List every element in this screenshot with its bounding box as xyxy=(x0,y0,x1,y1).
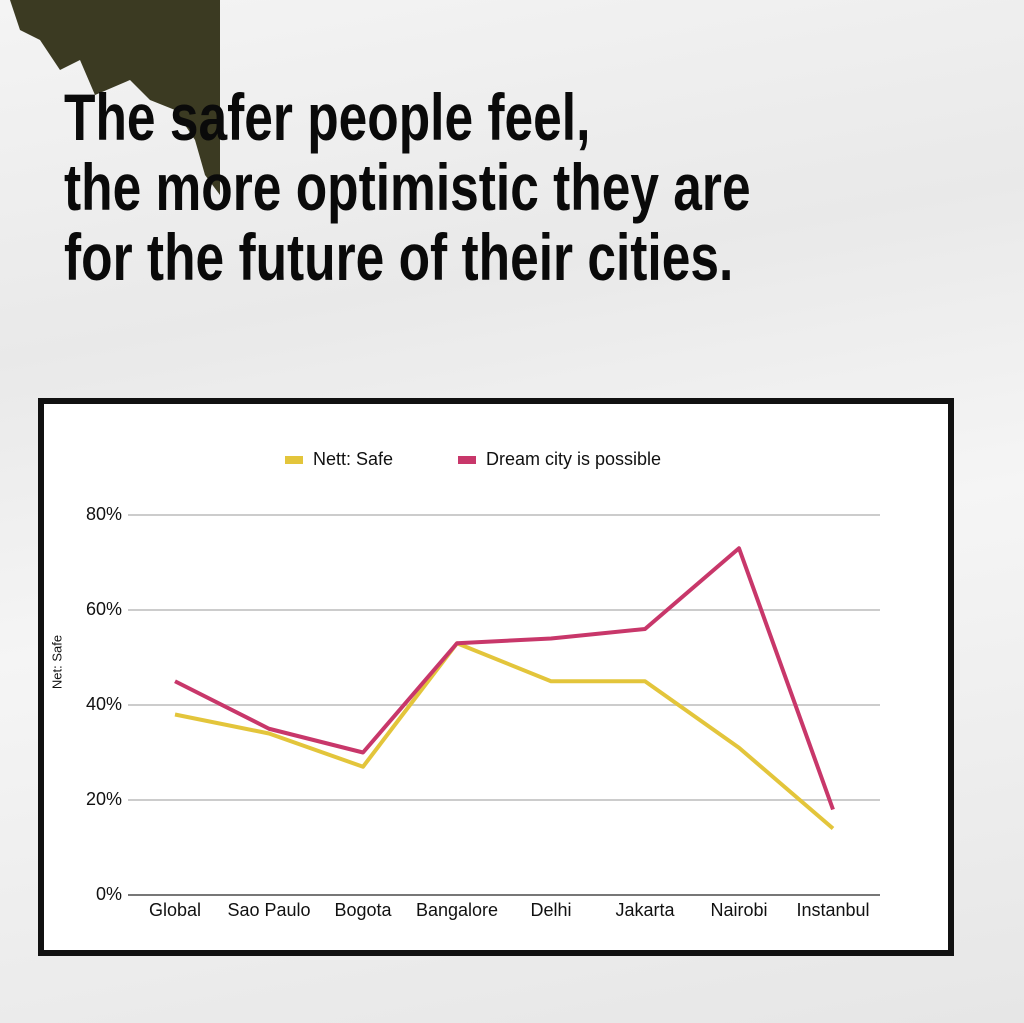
legend-label: Nett: Safe xyxy=(313,449,393,469)
legend-swatch xyxy=(458,456,476,464)
headline: The safer people feel, the more optimist… xyxy=(64,80,751,294)
y-tick-label: 0% xyxy=(96,884,122,904)
x-tick-label: Instanbul xyxy=(796,900,869,920)
legend-label: Dream city is possible xyxy=(486,449,661,469)
x-tick-label: Global xyxy=(149,900,201,920)
y-tick-label: 40% xyxy=(86,694,122,714)
x-tick-label: Sao Paulo xyxy=(227,900,310,920)
y-tick-label: 60% xyxy=(86,599,122,619)
legend-swatch xyxy=(285,456,303,464)
decoration xyxy=(10,0,220,195)
x-tick-label: Nairobi xyxy=(710,900,767,920)
series-line xyxy=(174,641,835,831)
y-axis-label: Net: Safe xyxy=(49,635,64,689)
series-line xyxy=(174,546,835,811)
x-tick-label: Delhi xyxy=(530,900,571,920)
y-tick-label: 20% xyxy=(86,789,122,809)
x-tick-label: Jakarta xyxy=(615,900,675,920)
x-tick-label: Bogota xyxy=(334,900,392,920)
chart-frame xyxy=(38,398,954,956)
y-tick-label: 80% xyxy=(86,504,122,524)
x-tick-label: Bangalore xyxy=(416,900,498,920)
